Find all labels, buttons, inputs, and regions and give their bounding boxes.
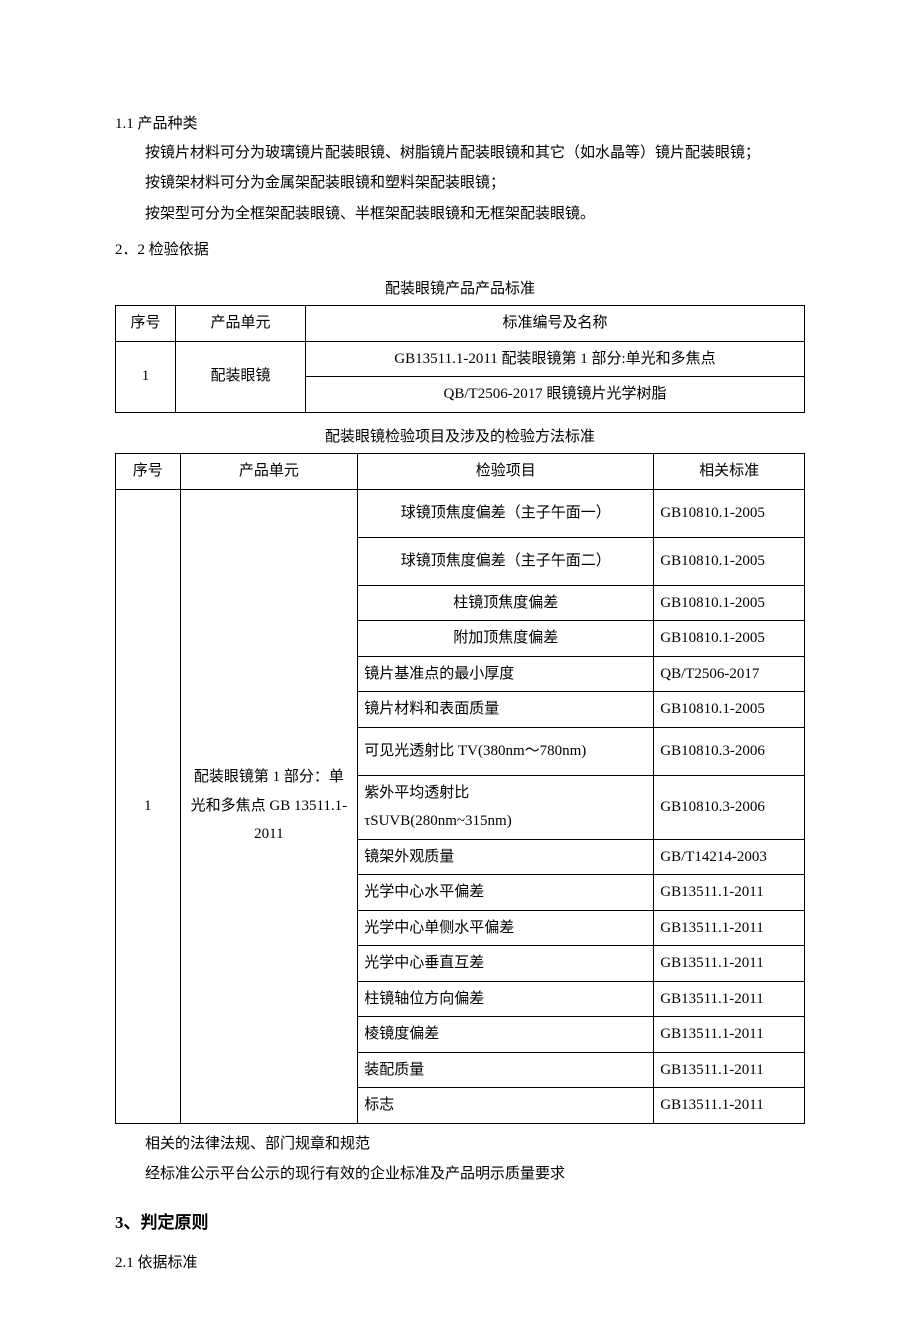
table2-item: 装配质量 <box>358 1052 654 1088</box>
table2-item: 光学中心水平偏差 <box>358 875 654 911</box>
table1-h-seq: 序号 <box>116 306 176 342</box>
table1-seq: 1 <box>116 341 176 412</box>
table1-std2: QB/T2506-2017 眼镜镜片光学树脂 <box>306 377 805 413</box>
table2-std: GB/T14214-2003 <box>654 839 805 875</box>
table2-seq: 1 <box>116 489 181 1123</box>
table2-h-unit: 产品单元 <box>180 454 358 490</box>
para-lens-material: 按镜片材料可分为玻璃镜片配装眼镜、树脂镜片配装眼镜和其它（如水晶等）镜片配装眼镜… <box>115 139 805 168</box>
section-2-2-title: 2．2 检验依据 <box>115 236 805 265</box>
table2-std: GB13511.1-2011 <box>654 875 805 911</box>
para-frame-material: 按镜架材料可分为金属架配装眼镜和塑料架配装眼镜； <box>115 169 805 198</box>
table2-item: 球镜顶焦度偏差（主子午面一） <box>358 489 654 537</box>
table2-item: 棱镜度偏差 <box>358 1017 654 1053</box>
section-3-title: 3、判定原则 <box>115 1207 805 1239</box>
note-enterprise-std: 经标准公示平台公示的现行有效的企业标准及产品明示质量要求 <box>115 1160 805 1189</box>
table2-std: GB10810.1-2005 <box>654 621 805 657</box>
table-inspection-items: 序号 产品单元 检验项目 相关标准 1配装眼镜第 1 部分：单光和多焦点 GB … <box>115 453 805 1124</box>
table2-h-item: 检验项目 <box>358 454 654 490</box>
table2-header-row: 序号 产品单元 检验项目 相关标准 <box>116 454 805 490</box>
table2-std: GB13511.1-2011 <box>654 910 805 946</box>
table2-item: 附加顶焦度偏差 <box>358 621 654 657</box>
table1-h-unit: 产品单元 <box>176 306 306 342</box>
table2-item: 球镜顶焦度偏差（主子午面二） <box>358 537 654 585</box>
table2-item: 柱镜轴位方向偏差 <box>358 981 654 1017</box>
table2-std: GB13511.1-2011 <box>654 1088 805 1124</box>
table2-std: GB13511.1-2011 <box>654 981 805 1017</box>
table2-item: 标志 <box>358 1088 654 1124</box>
table2-item: 柱镜顶焦度偏差 <box>358 585 654 621</box>
note-laws: 相关的法律法规、部门规章和规范 <box>115 1130 805 1159</box>
table2-std: GB10810.1-2005 <box>654 692 805 728</box>
table2-std: GB10810.1-2005 <box>654 537 805 585</box>
table2-item: 光学中心垂直互差 <box>358 946 654 982</box>
section-1-1-title: 1.1 产品种类 <box>115 110 805 139</box>
table1-caption: 配装眼镜产品产品标准 <box>115 275 805 304</box>
table2-caption: 配装眼镜检验项目及涉及的检验方法标准 <box>115 423 805 452</box>
table1-std1: GB13511.1-2011 配装眼镜第 1 部分:单光和多焦点 <box>306 341 805 377</box>
table2-item: 光学中心单侧水平偏差 <box>358 910 654 946</box>
table1-unit: 配装眼镜 <box>176 341 306 412</box>
table2-std: QB/T2506-2017 <box>654 656 805 692</box>
table2-h-seq: 序号 <box>116 454 181 490</box>
table2-std: GB13511.1-2011 <box>654 1052 805 1088</box>
table1-h-std: 标准编号及名称 <box>306 306 805 342</box>
table2-item: 镜片基准点的最小厚度 <box>358 656 654 692</box>
section-2-1-title: 2.1 依据标准 <box>115 1249 805 1278</box>
para-frame-type: 按架型可分为全框架配装眼镜、半框架配装眼镜和无框架配装眼镜。 <box>115 200 805 229</box>
table2-item: 紫外平均透射比 τSUVB(280nm~315nm) <box>358 775 654 839</box>
table2-std: GB10810.1-2005 <box>654 585 805 621</box>
table2-item: 可见光透射比 TV(380nm～780nm) <box>358 727 654 775</box>
table2-row: 1配装眼镜第 1 部分：单光和多焦点 GB 13511.1-2011球镜顶焦度偏… <box>116 489 805 537</box>
table2-item: 镜片材料和表面质量 <box>358 692 654 728</box>
table2-unit: 配装眼镜第 1 部分：单光和多焦点 GB 13511.1-2011 <box>180 489 358 1123</box>
table2-std: GB13511.1-2011 <box>654 946 805 982</box>
table2-std: GB13511.1-2011 <box>654 1017 805 1053</box>
table2-std: GB10810.3-2006 <box>654 727 805 775</box>
table2-std: GB10810.1-2005 <box>654 489 805 537</box>
table-product-standards: 序号 产品单元 标准编号及名称 1 配装眼镜 GB13511.1-2011 配装… <box>115 305 805 413</box>
table2-h-std: 相关标准 <box>654 454 805 490</box>
table2-std: GB10810.3-2006 <box>654 775 805 839</box>
table1-row: 1 配装眼镜 GB13511.1-2011 配装眼镜第 1 部分:单光和多焦点 <box>116 341 805 377</box>
table2-item: 镜架外观质量 <box>358 839 654 875</box>
table1-header-row: 序号 产品单元 标准编号及名称 <box>116 306 805 342</box>
